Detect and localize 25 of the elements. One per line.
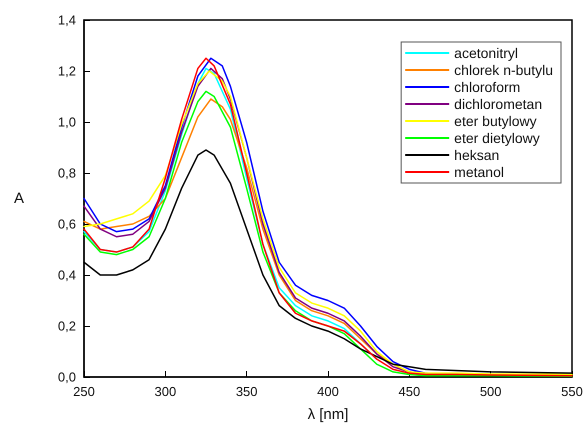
legend-label: acetonitryl (454, 45, 518, 61)
y-tick-label: 0,4 (58, 268, 76, 282)
legend-label: eter butylowy (454, 113, 537, 129)
y-tick-label: 0,0 (58, 370, 76, 384)
x-tick-label: 250 (73, 384, 95, 399)
legend-label: metanol (454, 164, 504, 180)
x-tick-label: 300 (154, 384, 176, 399)
legend-label: dichlorometan (454, 96, 542, 112)
legend-label: eter dietylowy (454, 130, 540, 146)
x-axis-title: λ [nm] (308, 406, 348, 423)
y-tick-label: 0,8 (58, 166, 76, 180)
x-tick-label: 450 (398, 384, 420, 399)
x-tick-label: 550 (561, 384, 583, 399)
y-tick-label: 0,2 (58, 318, 76, 334)
y-tick-label: 1,2 (58, 64, 76, 78)
legend-label: heksan (454, 147, 500, 163)
x-tick-label: 400 (317, 384, 339, 399)
y-tick-label: 0,6 (58, 216, 76, 232)
y-tick-label: 1,4 (58, 12, 76, 28)
x-tick-label: 350 (236, 384, 258, 399)
y-tick-label: 1,0 (58, 114, 76, 130)
legend-label: chloroform (454, 79, 520, 95)
x-tick-label: 500 (480, 384, 502, 399)
legend-label: chlorek n-butylu (454, 62, 553, 78)
y-axis-title: A (14, 190, 24, 207)
